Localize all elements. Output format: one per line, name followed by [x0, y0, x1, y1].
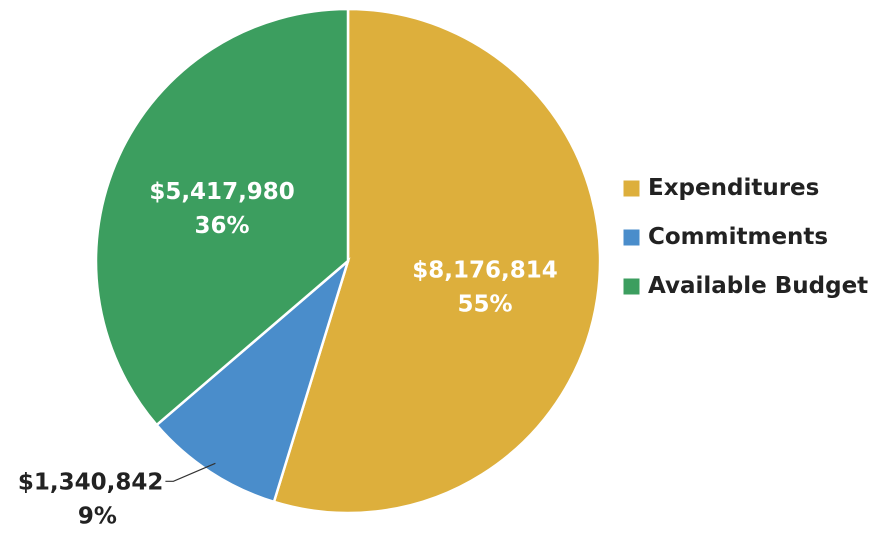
data-label-percent-available-budget: 36%: [195, 213, 250, 239]
pie-slice-commitments: [154, 257, 351, 504]
pie-slice-available-budget: [94, 7, 350, 427]
data-label-percent-commitments: 9%: [78, 503, 117, 529]
legend-item-commitments: Commitments: [622, 224, 828, 250]
legend-swatch-available-budget: [622, 277, 641, 296]
legend-swatch-expenditures: [622, 179, 641, 198]
data-label-percent-expenditures: 55%: [458, 292, 513, 318]
pie-slice-expenditures: [272, 7, 602, 515]
leader-line-commitments: [165, 462, 216, 482]
legend: Expenditures Commitments Available Budget: [622, 175, 868, 299]
legend-label-expenditures: Expenditures: [648, 175, 819, 201]
data-label-value-commitments: $1,340,842: [18, 469, 164, 495]
legend-label-commitments: Commitments: [648, 224, 828, 250]
legend-item-available-budget: Available Budget: [622, 273, 868, 299]
data-label-value-expenditures: $8,176,814: [412, 258, 558, 284]
slice-labels: $8,176,814 55% $1,340,842 9% $5,417,980 36%: [18, 179, 558, 529]
pie-slices: [94, 7, 602, 515]
legend-label-available-budget: Available Budget: [648, 273, 868, 299]
legend-swatch-commitments: [622, 228, 641, 247]
data-label-value-available-budget: $5,417,980: [149, 179, 295, 205]
legend-item-expenditures: Expenditures: [622, 175, 819, 201]
